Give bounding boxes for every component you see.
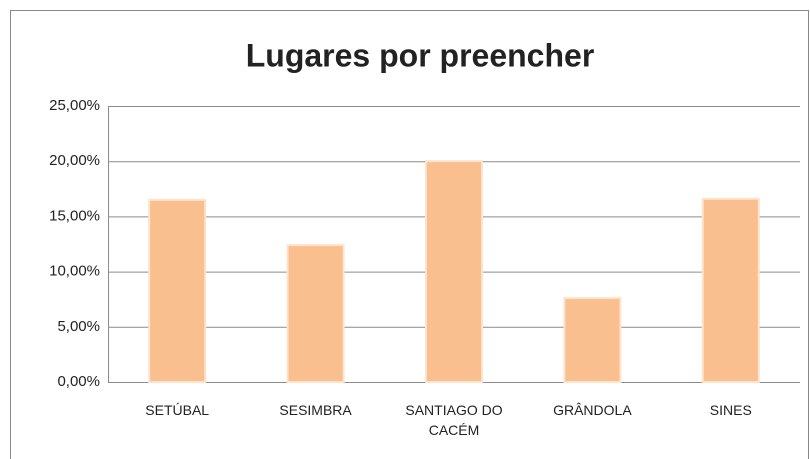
y-tick-label: 0,00%	[57, 373, 100, 390]
bar	[701, 197, 760, 383]
x-tick-label: SETÚBAL	[145, 402, 210, 418]
x-tick-label: GRÂNDOLA	[553, 402, 632, 418]
x-tick-label: SESIMBRA	[279, 402, 352, 418]
y-tick-label: 15,00%	[49, 207, 100, 224]
y-tick-label: 5,00%	[57, 318, 100, 335]
x-tick-label: SANTIAGO DO CACÉM	[405, 402, 503, 438]
chart-title: Lugares por preencher	[246, 37, 595, 73]
bar	[148, 198, 207, 383]
y-tick-label: 20,00%	[49, 152, 100, 169]
bar	[286, 244, 345, 383]
y-tick-label: 10,00%	[49, 263, 100, 280]
x-tick-label: SINES	[709, 402, 752, 418]
bar	[425, 160, 483, 383]
y-tick-label: 25,00%	[49, 97, 100, 114]
chart-border	[10, 10, 809, 459]
bar	[563, 297, 622, 384]
